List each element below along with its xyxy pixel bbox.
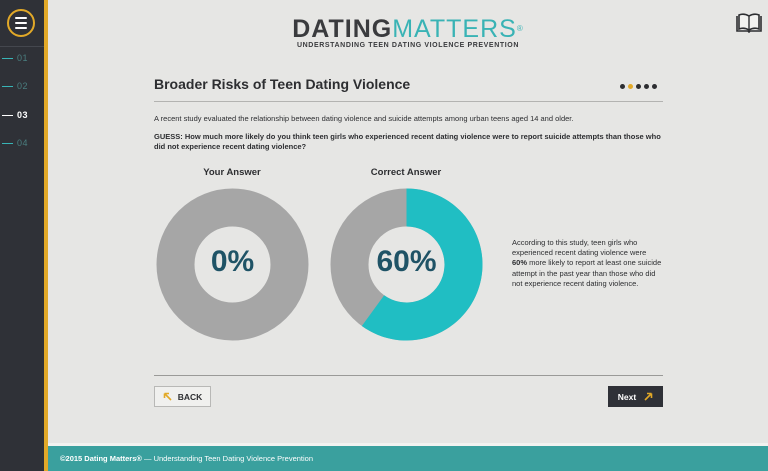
next-button[interactable]: Next — [608, 386, 663, 407]
logo-registered-mark: ® — [516, 24, 524, 33]
nav-item-label: 01 — [17, 53, 29, 63]
logo-dating-text: DATING — [292, 15, 393, 43]
correct-answer-donut — [330, 188, 483, 341]
menu-button[interactable] — [7, 9, 35, 37]
footer: ©2015 Dating Matters® — Understanding Te… — [48, 446, 768, 471]
progress-dots — [620, 84, 657, 89]
correct-answer-arc — [361, 188, 483, 341]
nav-item-label: 03 — [17, 110, 29, 120]
page-title: Broader Risks of Teen Dating Violence — [154, 76, 411, 92]
next-button-label: Next — [617, 391, 637, 402]
correct-answer-label: Correct Answer — [370, 167, 442, 178]
question-text: GUESS: How much more likely do you think… — [154, 132, 661, 151]
nav-item-01[interactable]: 01 — [0, 51, 44, 65]
arrow-up-right-icon — [644, 392, 653, 401]
nav-item-03[interactable]: 03 — [0, 108, 44, 122]
book-icon[interactable] — [736, 13, 762, 33]
progress-dot — [628, 84, 633, 89]
back-button-label: BACK — [177, 391, 203, 402]
progress-dot — [620, 84, 625, 89]
sidebar-divider — [0, 46, 44, 47]
progress-dot — [636, 84, 641, 89]
bottom-divider — [154, 375, 663, 376]
sidebar: 01 02 03 04 — [0, 0, 44, 471]
hamburger-menu-icon — [15, 17, 27, 19]
intro-text: A recent study evaluated the relationshi… — [154, 114, 574, 123]
footer-copyright: ©2015 Dating Matters® — [60, 454, 142, 463]
footer-top-border — [48, 443, 768, 446]
progress-dot — [652, 84, 657, 89]
nav-item-04[interactable]: 04 — [0, 136, 44, 150]
correct-answer-value: 60% — [376, 245, 437, 278]
nav-item-02[interactable]: 02 — [0, 79, 44, 93]
nav-item-label: 02 — [17, 81, 29, 91]
arrow-up-left-icon — [163, 392, 172, 401]
explanation-highlight: 60% — [512, 258, 528, 268]
logo-matters-text: MATTERS — [392, 15, 517, 43]
your-answer-track — [156, 188, 309, 341]
explanation-text: According to this study, teen girls who … — [512, 238, 662, 288]
your-answer-donut — [156, 188, 309, 341]
footer-text: ©2015 Dating Matters® — Understanding Te… — [60, 454, 314, 463]
your-answer-value: 0% — [210, 245, 255, 278]
back-button[interactable]: BACK — [154, 386, 211, 407]
sidebar-accent-bar — [44, 0, 48, 471]
progress-dot — [644, 84, 649, 89]
logo: DATINGMATTERS® UNDERSTANDING TEEN DATING… — [48, 16, 768, 49]
your-answer-label: Your Answer — [203, 167, 261, 178]
nav-item-label: 04 — [17, 138, 29, 148]
title-divider — [154, 101, 663, 102]
logo-subtitle: UNDERSTANDING TEEN DATING VIOLENCE PREVE… — [297, 42, 519, 49]
